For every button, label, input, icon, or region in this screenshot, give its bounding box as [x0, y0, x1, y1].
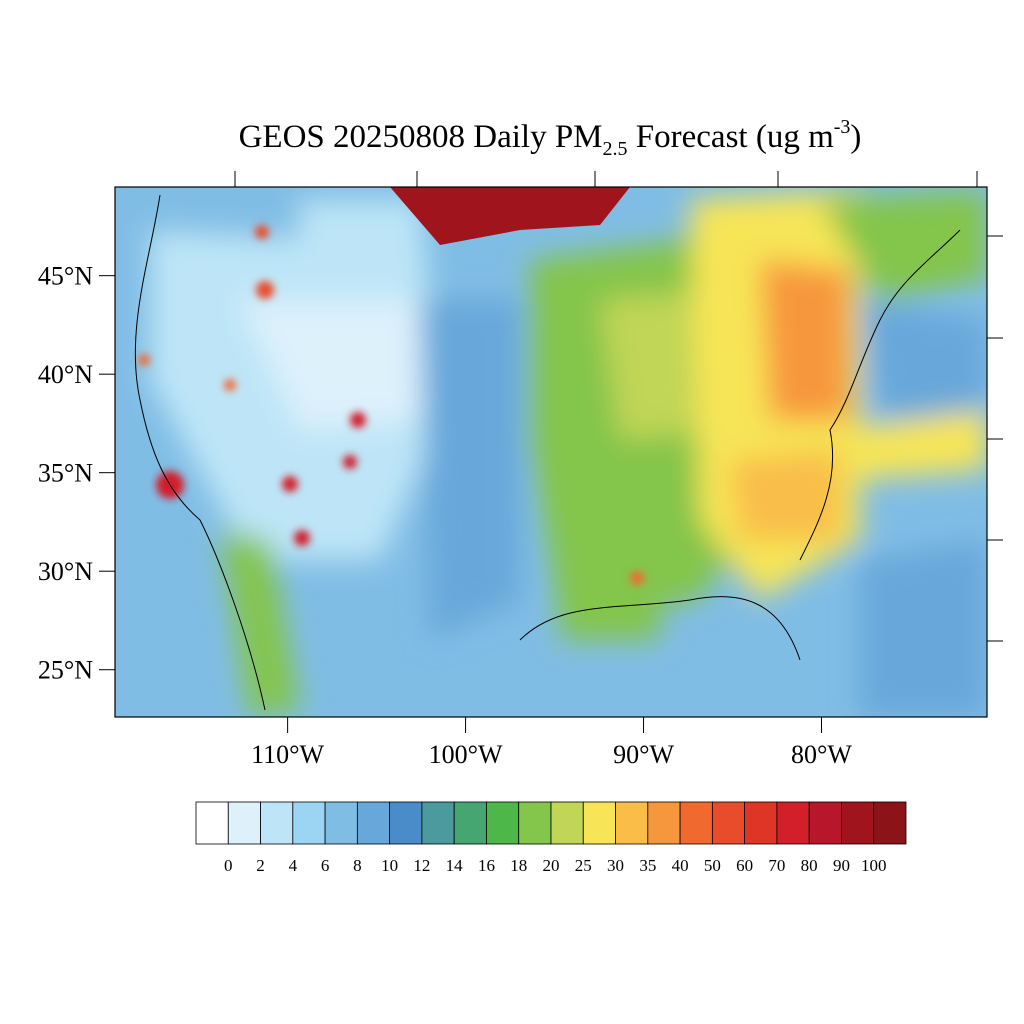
- colorbar-box: [518, 801, 552, 845]
- colorbar-box: [582, 801, 616, 845]
- colorbar-box: [324, 801, 358, 845]
- title-middle: Forecast (ug m: [628, 119, 835, 155]
- colorbar-box: [453, 801, 487, 845]
- colorbar-label: 90: [833, 856, 850, 875]
- colorbar-label: 100: [861, 856, 887, 875]
- title-main: GEOS 20250808 Daily PM: [239, 119, 603, 155]
- colorbar-box: [873, 801, 907, 845]
- colorbar-box: [292, 801, 326, 845]
- colorbar-box: [615, 801, 649, 845]
- title-superscript: -3: [834, 116, 851, 138]
- colorbar-box: [711, 801, 746, 845]
- colorbar-label: 16: [478, 856, 495, 875]
- colorbar-box: [195, 801, 229, 845]
- y-tick-label: 30°N: [38, 557, 93, 586]
- y-tick-label: 35°N: [38, 459, 93, 488]
- y-tick-label: 45°N: [38, 262, 93, 291]
- colorbar-label: 8: [353, 856, 362, 875]
- colorbar-box: [486, 801, 520, 845]
- colorbar-label: 30: [607, 856, 624, 875]
- colorbar-label: 2: [256, 856, 265, 875]
- colorbar-box: [550, 801, 584, 845]
- x-tick-label: 90°W: [613, 740, 674, 769]
- colorbar-label: 60: [736, 856, 753, 875]
- x-tick-label: 80°W: [791, 740, 852, 769]
- map-frame: [114, 186, 988, 718]
- colorbar-box: [841, 801, 875, 845]
- colorbar-label: 35: [639, 856, 656, 875]
- title-end: ): [850, 119, 861, 155]
- colorbar-label: 14: [446, 856, 464, 875]
- colorbar-box: [260, 801, 294, 845]
- colorbar-label: 6: [321, 856, 330, 875]
- colorbar-box: [808, 801, 842, 845]
- colorbar-box: [647, 801, 681, 845]
- colorbar-label: 80: [801, 856, 818, 875]
- title-subscript: 2.5: [603, 138, 628, 160]
- colorbar-label: 50: [704, 856, 721, 875]
- colorbar-box: [421, 801, 455, 845]
- x-tick-label: 110°W: [251, 740, 324, 769]
- x-tick-label: 100°W: [429, 740, 503, 769]
- frame-ticks: [234, 171, 1003, 642]
- colorbar-label: 12: [413, 856, 430, 875]
- colorbar-box: [744, 801, 778, 845]
- colorbar-box: [227, 801, 261, 845]
- colorbar-label: 4: [289, 856, 298, 875]
- colorbar-label: 0: [224, 856, 233, 875]
- y-tick-label: 40°N: [38, 360, 93, 389]
- colorbar-label: 10: [381, 856, 398, 875]
- colorbar-box: [776, 801, 810, 845]
- colorbar-box: [356, 801, 391, 845]
- colorbar-label: 25: [575, 856, 592, 875]
- colorbar-label: 20: [543, 856, 560, 875]
- chart-title: GEOS 20250808 Daily PM2.5 Forecast (ug m…: [239, 116, 862, 160]
- colorbar-box: [389, 801, 423, 845]
- colorbar-label: 70: [768, 856, 785, 875]
- colorbar-label: 40: [672, 856, 689, 875]
- colorbar-box: [679, 801, 713, 845]
- y-tick-label: 25°N: [38, 656, 93, 685]
- pm25-field: [115, 187, 987, 717]
- colorbar-label: 18: [510, 856, 527, 875]
